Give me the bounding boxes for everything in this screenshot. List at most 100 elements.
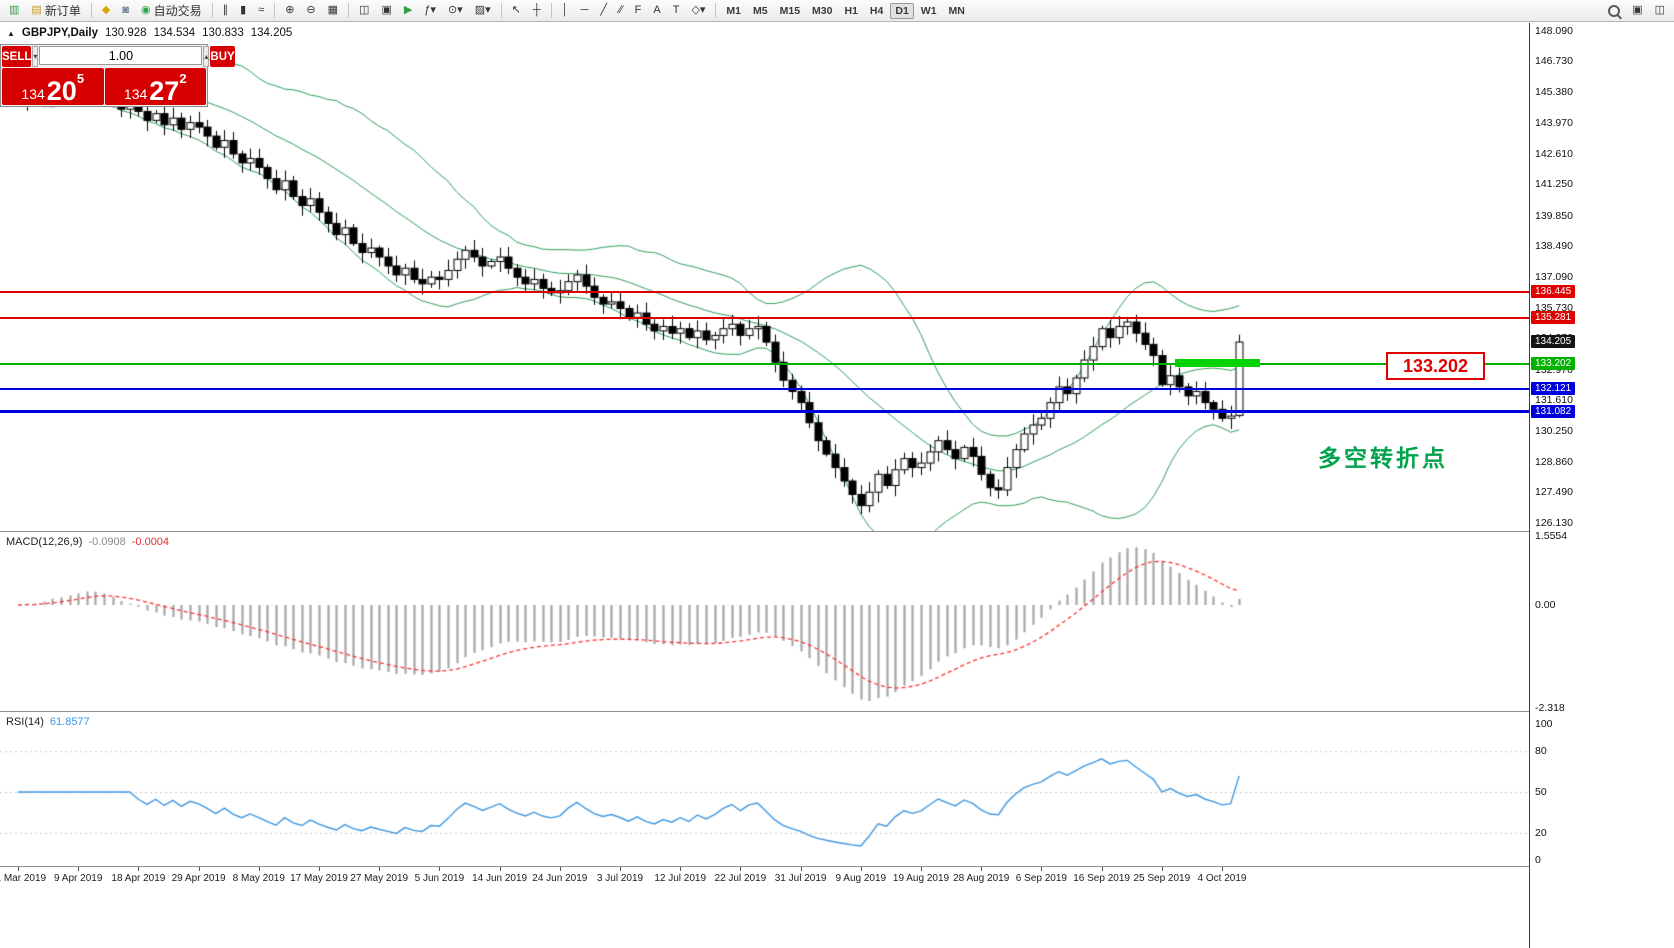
price-tag-136.445: 136.445 [1531, 284, 1576, 298]
timeframe-m15[interactable]: M15 [779, 4, 801, 17]
new-order-button[interactable]: ▤ 新订单 [26, 0, 85, 21]
oneclick-collapse-icon[interactable]: ▲ [7, 28, 15, 38]
sell-dropdown-button[interactable]: ▾ [32, 46, 39, 67]
sell-price-display[interactable]: 134 20 5 [2, 68, 104, 105]
timeframe-d1[interactable]: D1 [890, 2, 914, 19]
price-scale-label: 139.850 [1535, 209, 1573, 222]
rsi-scale-label: 80 [1535, 745, 1547, 758]
periods-icon-glyph: ⊙▾ [447, 4, 463, 16]
indicators-icon[interactable]: ƒ▾ [419, 3, 441, 18]
auto-trading-button[interactable]: ◉ 自动交易 [136, 0, 207, 21]
toolbar-separator [550, 3, 552, 18]
arrows-icon[interactable]: ◇▾ [686, 3, 710, 18]
price-scale-label: 141.250 [1535, 178, 1573, 191]
timeframe-h4[interactable]: H4 [869, 4, 884, 17]
timeframe-h1[interactable]: H1 [844, 4, 858, 17]
macd-rsi-separator[interactable] [0, 711, 1674, 712]
macd-label-row: MACD(12,26,9) -0.0908 -0.0004 [6, 536, 169, 548]
crosshair-icon[interactable]: ┼ [528, 3, 546, 18]
trade-row-top: SELL ▾ ▴ BUY [1, 45, 235, 68]
cursor-icon-glyph: ↖ [511, 4, 521, 16]
profiles-icon-glyph: ◙ [122, 4, 129, 16]
date-label: 22 Jul 2019 [714, 873, 767, 884]
sell-button[interactable]: SELL [2, 46, 32, 67]
turning-zone-highlight[interactable] [1175, 359, 1260, 367]
date-label: 19 Aug 2019 [892, 873, 950, 884]
charts-panel-icon[interactable]: ▥ [4, 3, 24, 18]
volume-up-button[interactable]: ▴ [203, 46, 210, 67]
date-tick [1101, 867, 1103, 871]
macd-main-value: -0.0908 [88, 536, 126, 548]
toolbar-separator [90, 3, 92, 18]
cursor-icon[interactable]: ↖ [507, 3, 526, 18]
tile-windows-icon-glyph: ▦ [327, 4, 339, 16]
price-chart-canvas[interactable] [0, 23, 1529, 531]
profiles-icon[interactable]: ◙ [117, 3, 134, 18]
date-tick [620, 867, 621, 871]
line-chart-icon-glyph: ≈ [258, 4, 265, 16]
chart-shift-icon[interactable]: ▣ [376, 3, 396, 18]
level-line-133.202[interactable] [0, 363, 1529, 366]
auto-scroll-icon[interactable]: ▶ [399, 3, 417, 18]
timeframe-m1[interactable]: M1 [726, 4, 742, 17]
rsi-axis-separator[interactable] [0, 866, 1674, 867]
rsi-scale-label: 20 [1535, 826, 1547, 839]
macd-name-label: MACD(12,26,9) [6, 536, 83, 548]
date-tick [439, 867, 441, 871]
new-chart-icon[interactable]: ◫ [354, 3, 374, 18]
date-tick [198, 867, 200, 871]
price-scale-label: 137.090 [1535, 271, 1573, 284]
bars-chart-icon[interactable]: ∥ [218, 3, 234, 18]
timeframe-mn[interactable]: MN [948, 4, 965, 17]
dock-icon[interactable]: ◫ [1650, 3, 1670, 18]
volume-input[interactable] [39, 46, 203, 65]
date-tick [680, 867, 682, 871]
vertical-line-icon[interactable]: │ [557, 3, 574, 18]
zoom-out-icon[interactable]: ⊖ [301, 3, 320, 18]
buy-price-display[interactable]: 134 27 2 [104, 68, 206, 105]
charts-panel-icon-glyph: ▥ [9, 4, 20, 16]
rsi-value: 61.8577 [49, 716, 90, 728]
level-line-132.121[interactable] [0, 387, 1529, 390]
text-icon[interactable]: A [648, 3, 665, 18]
rsi-canvas[interactable] [0, 712, 1529, 865]
favorites-icon[interactable]: ◆ [97, 3, 115, 18]
timeframe-w1[interactable]: W1 [920, 4, 937, 17]
periods-icon[interactable]: ⊙▾ [443, 3, 468, 18]
buy-button[interactable]: BUY [210, 46, 235, 67]
zoom-in-icon[interactable]: ⊕ [280, 3, 299, 18]
crosshair-icon-glyph: ┼ [532, 4, 541, 16]
channel-icon[interactable]: ∕∕ [614, 3, 628, 18]
chart-macd-separator[interactable] [0, 531, 1674, 532]
macd-canvas[interactable] [0, 532, 1529, 711]
date-tick [319, 867, 320, 871]
candlestick-chart-icon[interactable]: ▮ [235, 3, 251, 18]
toolbar-separator [715, 3, 717, 18]
level-line-135.281[interactable] [0, 316, 1529, 319]
date-tick [499, 867, 501, 871]
date-axis[interactable]: 31 Mar 2019 9 Apr 2019 18 Apr 2019 29 Apr 2… [0, 867, 1529, 948]
search-icon[interactable] [1603, 3, 1625, 19]
timeframe-m30[interactable]: M30 [812, 4, 833, 17]
chart-window-icon[interactable]: ▣ [1627, 3, 1647, 18]
date-label: 8 May 2019 [232, 873, 285, 884]
trendline-icon[interactable]: ╱ [595, 3, 612, 18]
horizontal-line-icon[interactable]: ─ [576, 3, 594, 18]
price-scale-label: 128.860 [1535, 455, 1573, 468]
price-scale[interactable]: 148.090 146.730 145.380 143.970 142.610 141.2… [1529, 23, 1674, 948]
text-label-icon[interactable]: T [668, 3, 685, 18]
fibonacci-icon[interactable]: F [630, 3, 647, 18]
turning-point-annotation[interactable]: 多空转折点 [1318, 445, 1448, 471]
date-tick [18, 867, 19, 871]
line-chart-icon[interactable]: ≈ [253, 3, 269, 18]
price-annotation-box[interactable]: 133.202 [1386, 352, 1485, 380]
macd-scale-label: -2.318 [1535, 701, 1565, 714]
new-order-button-glyph: ▤ [31, 4, 42, 16]
tile-windows-icon[interactable]: ▦ [323, 3, 343, 18]
high-value: 134.534 [153, 27, 196, 39]
level-line-131.082[interactable] [0, 410, 1529, 414]
price-tag-133.202: 133.202 [1531, 357, 1576, 371]
timeframe-m5[interactable]: M5 [753, 4, 768, 17]
templates-icon[interactable]: ▨▾ [470, 3, 496, 18]
level-line-136.445[interactable] [0, 290, 1529, 293]
